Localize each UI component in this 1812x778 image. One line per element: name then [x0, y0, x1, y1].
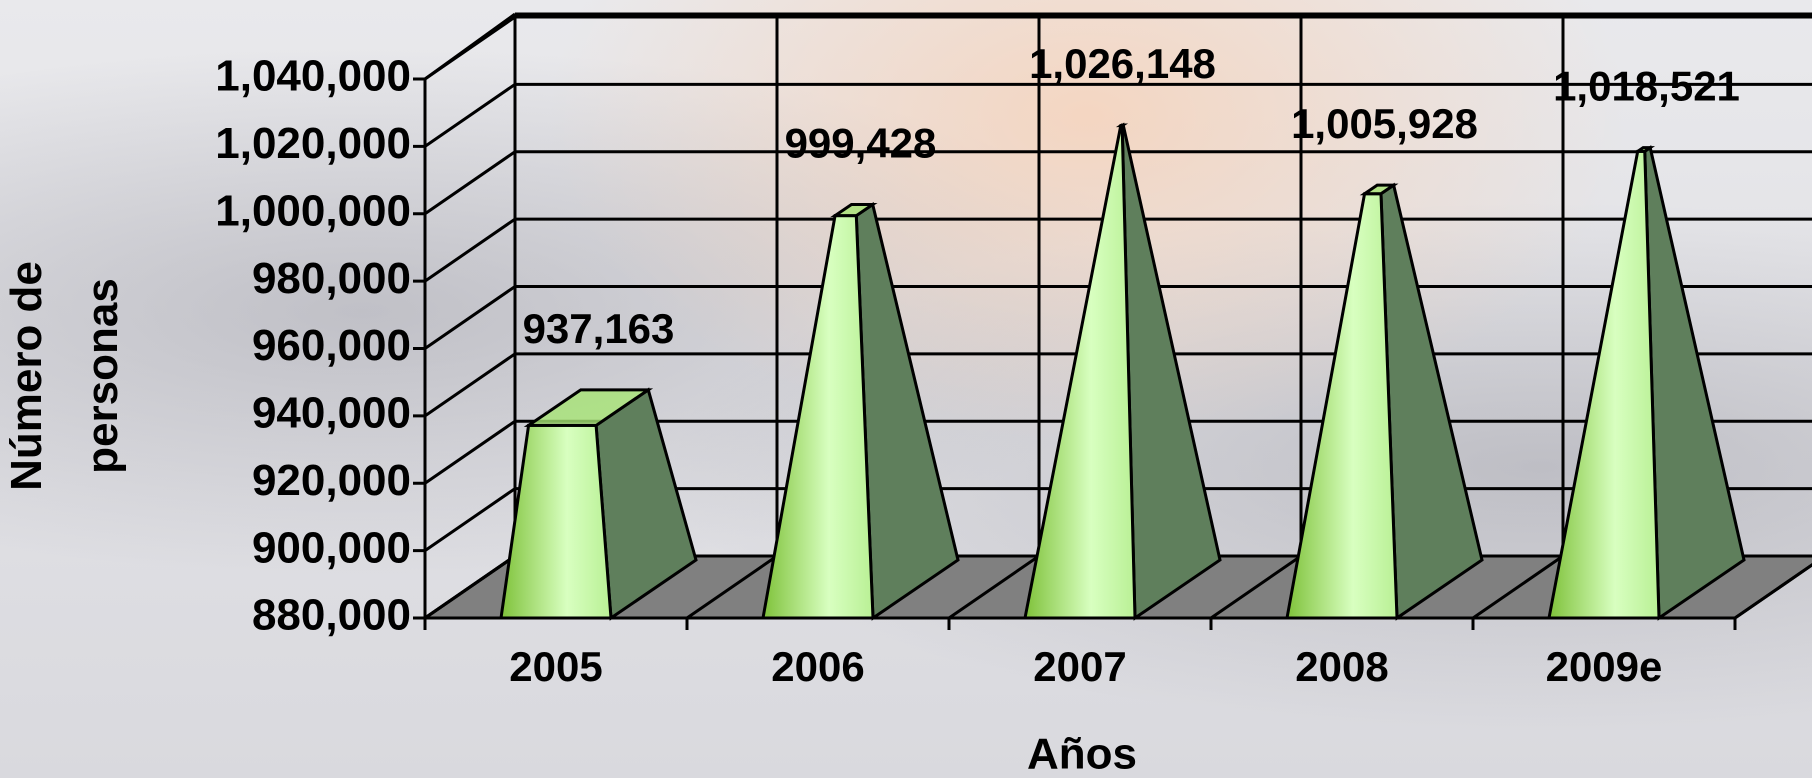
grid-line [424, 15, 516, 81]
bar-side [1120, 122, 1222, 621]
floor-divider [1472, 554, 1564, 620]
y-tick-label: 960,000 [252, 321, 411, 370]
bar-top [523, 388, 654, 427]
y-tick-label: 900,000 [252, 523, 411, 572]
grid-line [424, 150, 516, 215]
x-tick-label: 2007 [1033, 643, 1126, 690]
x-axis-title: Años [1027, 730, 1137, 778]
y-tick-label: 980,000 [252, 254, 411, 303]
floor-divider [1210, 554, 1302, 620]
floor-divider [1734, 563, 1812, 620]
y-tick-label: 1,020,000 [215, 119, 411, 168]
bar-top [1632, 146, 1656, 153]
grid-line [424, 83, 516, 148]
value-label: 1,018,521 [1553, 63, 1740, 110]
bar [761, 202, 960, 621]
bar [1023, 122, 1222, 621]
bar-top [1359, 183, 1399, 196]
x-tick-label: 2006 [771, 643, 864, 690]
grid-line [424, 487, 516, 552]
grid-line [424, 285, 516, 350]
y-tick-label: 1,000,000 [215, 186, 411, 235]
x-tick-label: 2009e [1546, 643, 1663, 690]
value-label: 937,163 [523, 305, 675, 352]
y-tick-label: 880,000 [252, 591, 411, 640]
bar-front [1547, 149, 1661, 620]
value-label: 1,005,928 [1291, 100, 1478, 147]
grid-line [424, 420, 516, 485]
y-tick-label: 920,000 [252, 456, 411, 505]
bar-front [1285, 192, 1399, 620]
bar [1285, 182, 1484, 621]
bar [499, 387, 698, 621]
value-label: 999,428 [785, 120, 937, 167]
y-axis-title: Número de personas [2, 261, 127, 491]
bar-front [761, 214, 875, 620]
floor-divider [686, 554, 778, 620]
bar-top [1115, 123, 1129, 128]
bar [1547, 145, 1746, 621]
bars: 937,163 999,428 1,026,148 1,005,928 1,018,52… [499, 40, 1746, 621]
y-tick-label: 1,040,000 [215, 52, 411, 101]
x-tick-label: 2008 [1295, 643, 1388, 690]
grid-line [424, 554, 516, 620]
bar-top [830, 202, 878, 218]
value-label: 1,026,148 [1029, 40, 1216, 87]
y-tick-label: 940,000 [252, 389, 411, 438]
bar-front [499, 423, 613, 620]
bar-front [1023, 124, 1137, 620]
bar-side [1379, 182, 1484, 621]
x-tick-label: 2005 [509, 643, 602, 690]
grid-line [424, 217, 516, 283]
floor-divider [948, 554, 1040, 620]
grid-line [424, 352, 516, 418]
